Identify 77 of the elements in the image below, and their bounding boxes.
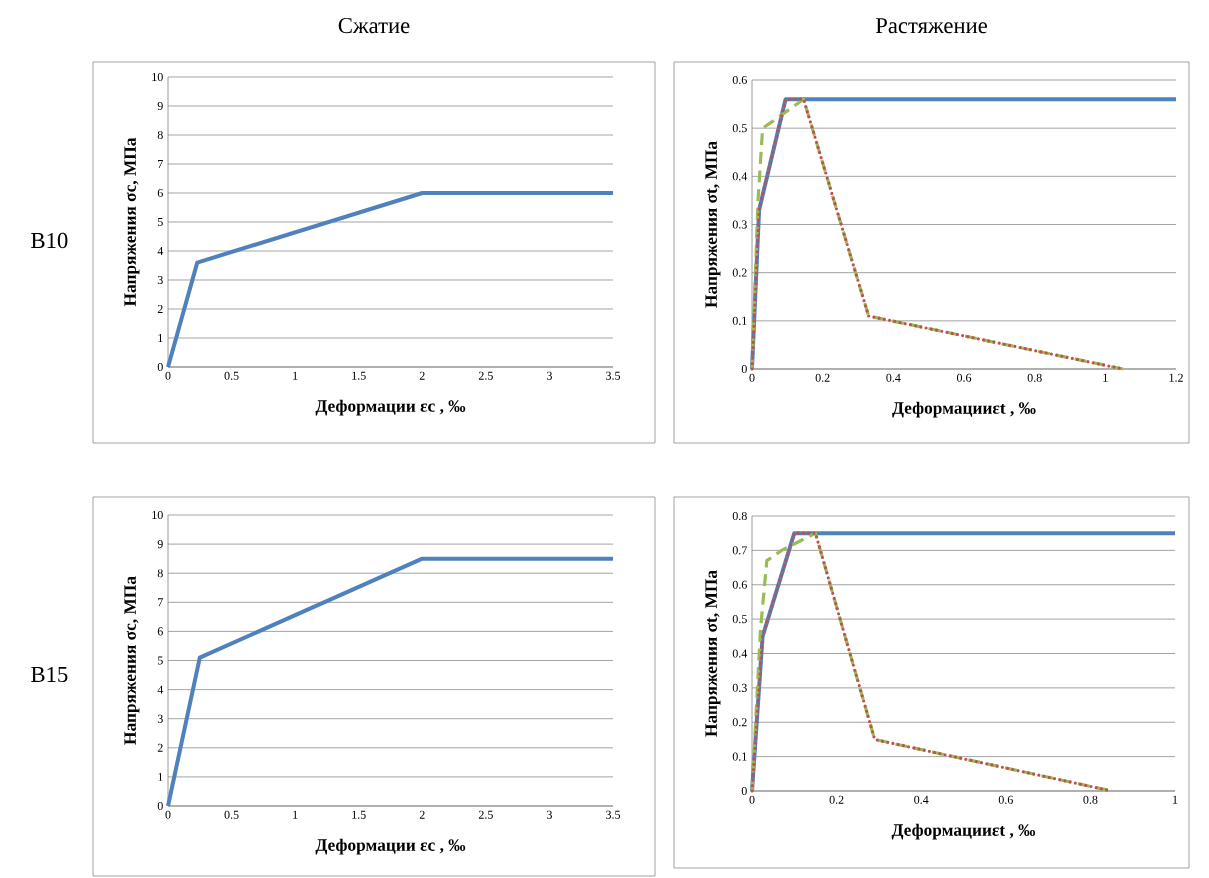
y-tick-label: 4 — [157, 685, 164, 694]
y-tick-label: 0.6 — [732, 75, 747, 85]
x-tick-label: 0.8 — [1083, 795, 1098, 804]
y-tick-label: 0.4 — [732, 172, 748, 181]
x-tick-label: 0 — [165, 371, 171, 380]
y-tick-label: 4 — [157, 247, 164, 255]
y-tick-label: 6 — [157, 188, 163, 198]
x-tick-label: 1.2 — [1169, 373, 1183, 382]
x-tick-label: 0.8 — [1027, 373, 1042, 382]
y-tick-label: 9 — [157, 101, 163, 111]
y-tick-label: 10 — [152, 510, 163, 520]
y-tick-label: 3 — [157, 275, 163, 285]
text: B15 — [31, 666, 68, 683]
x-tick-label: 2.5 — [478, 810, 493, 819]
y-tick-label: 8 — [157, 130, 163, 140]
y-tick-label: 7 — [158, 598, 163, 607]
y-tick-label: 0.4 — [732, 649, 748, 658]
x-tick-label: 1.5 — [352, 810, 366, 819]
y-tick-label: 8 — [157, 569, 163, 578]
y-tick-label: 3 — [157, 714, 163, 723]
x-tick-label: 2.5 — [478, 371, 493, 380]
x-tick-label: 1.5 — [352, 371, 366, 380]
y-axis-title: Напряжения σt, МПа — [705, 141, 721, 308]
y-tick-label: 7 — [158, 160, 163, 168]
y-tick-label: 5 — [157, 656, 163, 665]
x-tick-label: 2 — [419, 371, 425, 380]
chart-title: Растяжение — [875, 18, 987, 34]
y-tick-label: 0.6 — [732, 580, 747, 589]
y-tick-label: 2 — [157, 305, 163, 313]
y-tick-label: 0.2 — [732, 718, 747, 727]
y-tick-label: 0.1 — [732, 316, 747, 325]
x-tick-label: 0.4 — [914, 795, 929, 804]
x-tick-label: 2 — [419, 810, 425, 819]
x-tick-label: 0.2 — [829, 795, 844, 804]
y-tick-label: 0.1 — [732, 752, 747, 761]
y-tick-label: 0 — [157, 362, 163, 372]
y-tick-label: 10 — [152, 72, 163, 82]
x-tick-label: 3 — [547, 371, 552, 380]
x-tick-label: 0 — [749, 373, 755, 382]
x-axis-title: Деформацииεt , ‰ — [892, 401, 1036, 418]
x-tick-label: 1 — [293, 810, 298, 819]
x-tick-label: 3.5 — [606, 810, 621, 819]
chart-title: Сжатие — [338, 17, 410, 34]
x-tick-label: 1 — [1173, 795, 1178, 804]
x-tick-label: 0.5 — [224, 371, 239, 380]
y-tick-label: 0.7 — [732, 546, 747, 555]
y-tick-label: 1 — [158, 772, 163, 781]
y-tick-label: 0.3 — [732, 220, 747, 229]
x-tick-label: 0.6 — [998, 795, 1013, 804]
x-tick-label: 3 — [547, 810, 552, 819]
y-tick-label: 5 — [157, 218, 163, 226]
text: B10 — [31, 232, 68, 249]
y-tick-label: 0.5 — [732, 124, 747, 133]
y-axis-title: Напряжения σc, МПа — [124, 137, 140, 307]
x-tick-label: 0.2 — [815, 373, 830, 382]
y-tick-label: 1 — [158, 334, 163, 342]
x-axis-title: Деформации εc , ‰ — [315, 399, 466, 416]
y-tick-label: 0.5 — [732, 615, 747, 624]
y-axis-title: Напряжения σt, МПа — [705, 570, 721, 737]
y-tick-label: 2 — [157, 743, 163, 752]
y-tick-label: 0.3 — [732, 683, 747, 692]
y-axis-title: Напряжения σc, МПа — [124, 576, 140, 745]
x-tick-label: 0.6 — [956, 373, 972, 382]
x-tick-label: 0 — [749, 795, 755, 804]
x-tick-label: 0.5 — [224, 810, 239, 819]
x-axis-title: Деформации εc , ‰ — [315, 838, 466, 855]
x-tick-label: 0.4 — [886, 373, 901, 382]
x-axis-title: Деформацииεt , ‰ — [891, 823, 1036, 840]
y-tick-label: 6 — [157, 627, 163, 636]
x-tick-label: 0 — [165, 810, 171, 819]
y-tick-label: 9 — [157, 540, 163, 549]
y-tick-label: 0 — [741, 786, 747, 796]
y-tick-label: 0.2 — [732, 268, 747, 277]
y-tick-label: 0.8 — [732, 511, 747, 521]
x-tick-label: 1 — [293, 371, 298, 380]
x-tick-label: 3.5 — [606, 371, 621, 380]
x-tick-label: 1 — [1103, 373, 1108, 382]
